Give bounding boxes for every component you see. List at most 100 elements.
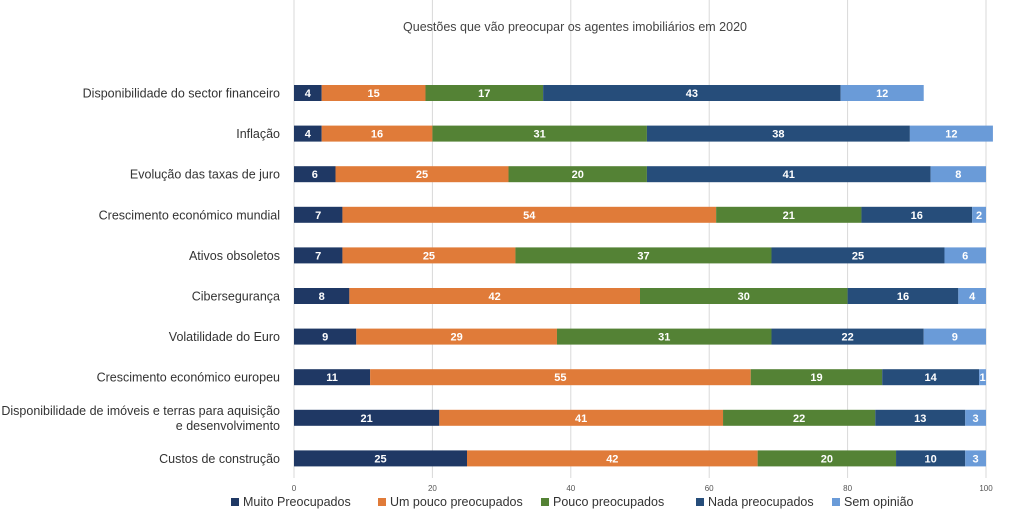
data-label: 42	[606, 453, 618, 465]
x-tick-label: 100	[979, 484, 993, 493]
legend: Muito Preocupados Um pouco preocupados Pou…	[231, 495, 914, 509]
bar-segment	[294, 125, 322, 142]
data-label: 8	[955, 169, 961, 181]
bar-segment	[321, 125, 433, 142]
x-tick-label: 60	[705, 484, 714, 493]
bar-segment	[294, 288, 350, 304]
bar-segment	[840, 85, 924, 101]
bar-segment	[425, 85, 544, 101]
bar-segment	[342, 247, 516, 264]
legend-swatch	[696, 498, 704, 506]
data-label: 16	[371, 129, 383, 141]
x-axis-ticks: 0 20 40 60 80 100	[292, 484, 993, 493]
legend-swatch	[832, 498, 840, 506]
category-label: Custos de construção	[159, 452, 280, 466]
category-label: Disponibilidade de imóveis e terras para…	[1, 404, 280, 418]
data-label: 9	[952, 332, 958, 344]
bar-segment	[750, 369, 883, 386]
chart-title: Questões que vão preocupar os agentes im…	[403, 20, 747, 34]
bar-segment	[294, 166, 336, 183]
bar-segment	[294, 247, 343, 264]
bar-segment	[640, 288, 848, 304]
data-label: 54	[523, 210, 536, 222]
data-label: 38	[772, 129, 784, 141]
category-label: Ativos obsoletos	[189, 249, 280, 263]
bar-segment	[965, 450, 986, 467]
data-label: 7	[315, 250, 321, 262]
data-label: 6	[962, 250, 968, 262]
data-label: 16	[911, 210, 923, 222]
x-tick-label: 20	[428, 484, 437, 493]
category-label: Volatilidade do Euro	[169, 330, 280, 344]
data-label: 42	[489, 291, 501, 303]
data-label: 43	[686, 88, 698, 100]
bar-segment	[757, 450, 897, 467]
legend-label: Muito Preocupados	[243, 495, 351, 509]
category-label: Disponibilidade do sector financeiro	[83, 87, 280, 101]
data-label: 12	[876, 88, 888, 100]
data-label: 30	[738, 291, 750, 303]
bar-segment	[356, 328, 557, 345]
category-label: Cibersegurança	[192, 290, 280, 304]
data-label: 2	[976, 210, 982, 222]
legend-label: Um pouco preocupados	[390, 495, 523, 509]
data-label: 22	[841, 332, 853, 344]
bar-segment	[882, 369, 980, 386]
legend-label: Sem opinião	[844, 495, 914, 509]
data-label: 31	[534, 129, 546, 141]
bar-segment	[515, 247, 772, 264]
bar-segment	[432, 125, 647, 142]
category-label: Evolução das taxas de juro	[130, 168, 280, 182]
category-label: Crescimento económico europeu	[97, 371, 280, 385]
data-label: 4	[969, 291, 976, 303]
data-label: 41	[783, 169, 795, 181]
data-label: 16	[897, 291, 909, 303]
data-label: 13	[914, 413, 926, 425]
data-label: 25	[423, 250, 435, 262]
data-label: 4	[305, 88, 312, 100]
data-label: 6	[312, 169, 318, 181]
data-label: 25	[852, 250, 864, 262]
bars: 4 15 17 43 124 16 31 38 126 25 20 41 87 54 21 16 27 25 37 2…	[294, 85, 993, 467]
data-label: 20	[821, 453, 833, 465]
data-label: 31	[658, 332, 670, 344]
bar-segment	[370, 369, 751, 386]
data-label: 4	[305, 129, 312, 141]
bar-segment	[847, 288, 959, 304]
data-label: 11	[326, 372, 338, 384]
bar-segment	[646, 125, 910, 142]
data-label: 21	[783, 210, 795, 222]
bar-segment	[930, 166, 986, 183]
data-label: 22	[793, 413, 805, 425]
gridlines	[293, 0, 987, 478]
category-labels: Disponibilidade do sector financeiro Infl…	[1, 87, 280, 466]
data-label: 29	[450, 332, 462, 344]
bar-segment	[294, 206, 343, 223]
bar-segment	[294, 409, 440, 426]
bar-segment	[294, 450, 467, 467]
legend-label: Nada preocupados	[708, 495, 814, 509]
data-label: 3	[973, 453, 979, 465]
bar-segment	[944, 247, 986, 264]
bar-segment	[294, 328, 357, 345]
data-label: 41	[575, 413, 587, 425]
bar-segment	[342, 206, 717, 223]
bar-segment	[439, 409, 724, 426]
data-label: 25	[374, 453, 386, 465]
data-label: 20	[572, 169, 584, 181]
data-label: 21	[361, 413, 373, 425]
x-tick-label: 80	[843, 484, 852, 493]
data-label: 7	[315, 210, 321, 222]
data-label: 14	[925, 372, 938, 384]
legend-swatch	[541, 498, 549, 506]
bar-segment	[716, 206, 862, 223]
data-label: 8	[319, 291, 325, 303]
bar-segment	[771, 247, 945, 264]
legend-swatch	[378, 498, 386, 506]
bar-segment	[508, 166, 647, 183]
data-label: 17	[478, 88, 490, 100]
bar-segment	[909, 125, 993, 142]
category-label: e desenvolvimento	[176, 419, 280, 433]
data-label: 37	[637, 250, 649, 262]
bar-segment	[958, 288, 986, 304]
